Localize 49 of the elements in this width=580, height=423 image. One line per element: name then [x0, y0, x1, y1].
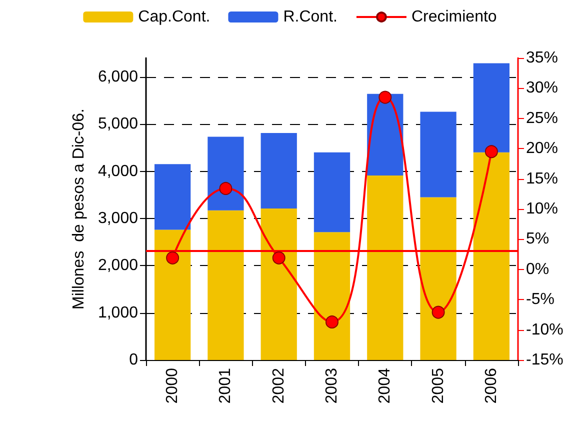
y-tick-label: 5,000 [98, 116, 138, 133]
point [272, 251, 286, 264]
x-tick-label: 2006 [482, 368, 500, 404]
x-tick-label: 2003 [324, 368, 340, 404]
y2-tick-label: 15% [526, 170, 558, 188]
bar [314, 232, 350, 360]
y2-tick-label: 0% [526, 260, 550, 278]
point [219, 182, 232, 195]
bar [154, 164, 191, 230]
y-tick-label: 0 [129, 352, 138, 368]
y-tick-label: 3,000 [98, 210, 138, 227]
point [484, 145, 498, 158]
legend-label: Cap.Cont. [138, 8, 210, 26]
y-tick-label: 2,000 [98, 257, 138, 274]
bar [260, 133, 297, 209]
bar [420, 197, 456, 360]
bar [314, 152, 350, 232]
y2-tick-label: -15% [526, 352, 564, 368]
legend-label: Crecimiento [411, 8, 497, 26]
y-tick-label: 1,000 [98, 304, 138, 322]
y2-tick-label: -5% [526, 291, 554, 308]
bar [473, 63, 510, 152]
bar [154, 230, 191, 360]
bar [208, 136, 244, 210]
point [378, 90, 392, 104]
y2-tick-label: 20% [526, 140, 558, 158]
y2-tick-label: 35% [526, 50, 558, 66]
x-tick-label: 2004 [376, 368, 394, 404]
bar [420, 112, 456, 198]
x-tick-label: 2002 [270, 368, 288, 404]
point [432, 306, 445, 319]
legend-label: R.Cont. [283, 8, 338, 26]
bar [208, 210, 244, 360]
y-tick-label: 4,000 [98, 162, 138, 180]
point [166, 251, 180, 264]
y-axis-title: Millones de pesos a Dic-06. [70, 108, 88, 310]
x-tick-label: 2005 [430, 368, 447, 404]
y2-tick-label: 25% [526, 110, 558, 127]
x-tick-label: 2001 [217, 368, 234, 404]
bar [260, 208, 297, 360]
y2-tick-label: 5% [526, 230, 550, 248]
bar [473, 152, 510, 360]
x-tick-label: 2000 [164, 368, 182, 404]
y2-tick-label: 10% [526, 200, 558, 218]
y2-tick-label: -10% [526, 321, 564, 338]
y-tick-label: 6,000 [98, 68, 138, 86]
bar [367, 175, 404, 360]
y2-tick-label: 30% [526, 80, 558, 97]
point [326, 315, 338, 328]
